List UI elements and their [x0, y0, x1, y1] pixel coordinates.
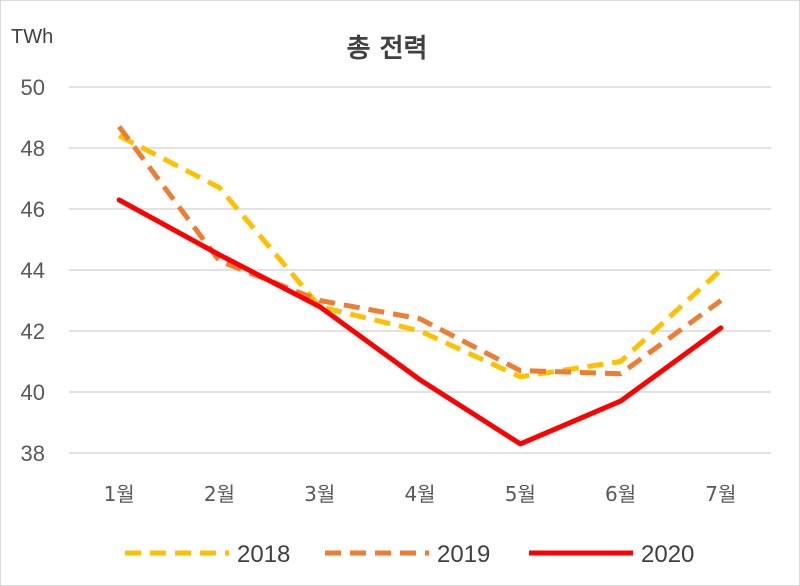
legend-label-2019: 2019: [437, 541, 490, 568]
y-tick-label: 48: [21, 136, 45, 161]
x-tick-label: 7월: [705, 482, 736, 506]
y-tick-label: 40: [21, 380, 45, 405]
legend-label-2020: 2020: [641, 541, 694, 568]
x-tick-label: 5월: [505, 482, 536, 506]
x-tick-label: 2월: [204, 482, 235, 506]
x-tick-label: 4월: [404, 482, 435, 506]
legend-label-2018: 2018: [237, 541, 290, 568]
x-tick-label: 6월: [605, 482, 636, 506]
y-tick-label: 50: [21, 75, 45, 100]
series-line-2019: [117, 125, 723, 377]
y-tick-label: 38: [21, 441, 45, 466]
x-tick-label: 3월: [304, 482, 335, 506]
y-tick-label: 46: [21, 197, 45, 222]
series-line-2020: [116, 197, 724, 447]
series-lines: [116, 125, 724, 447]
y-axis-ticks: 38 40 42 44 46 48 50: [21, 75, 45, 466]
y-tick-label: 42: [21, 319, 45, 344]
x-axis-ticks: 1월 2월 3월 4월 5월 6월 7월: [104, 482, 737, 506]
x-tick-label: 1월: [104, 482, 135, 506]
chart-title: 총 전력: [347, 34, 428, 64]
gridlines: [69, 86, 771, 454]
series-line-2018: [117, 133, 723, 380]
y-axis-unit-label: TWh: [11, 26, 53, 48]
legend: 2018 2019 2020: [125, 541, 694, 568]
y-tick-label: 44: [21, 258, 45, 283]
